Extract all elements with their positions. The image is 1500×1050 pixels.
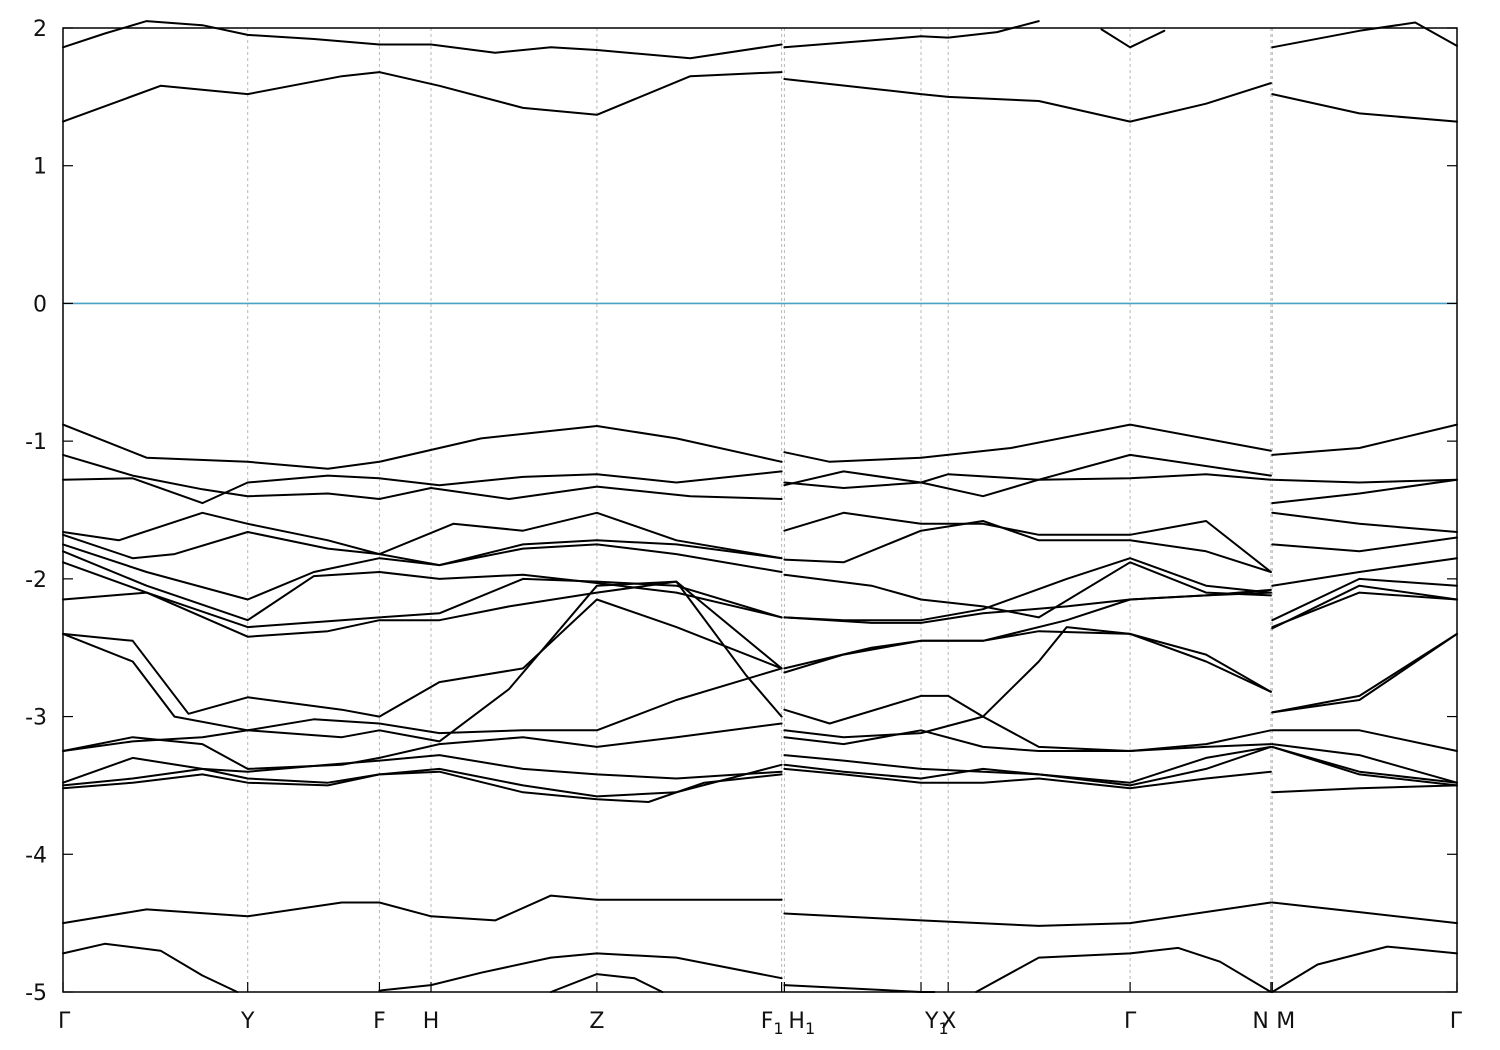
kpoint-subscript: 1 [805, 1019, 815, 1038]
band-segment-36 [1271, 632, 1458, 714]
kpoint-label-11: M [1276, 1009, 1295, 1034]
band-segment-58 [62, 942, 239, 993]
band-segment-21 [1271, 536, 1458, 553]
y-tick-label: 1 [33, 155, 47, 180]
kpoint-subscript: 1 [938, 1019, 948, 1038]
band-segment-20 [783, 520, 1272, 573]
band-segment-50 [783, 745, 1272, 787]
band-segment-0 [62, 71, 783, 123]
band-segment-48 [1271, 745, 1458, 784]
band-segment-11 [783, 453, 1272, 487]
y-tick-label: -4 [25, 843, 47, 868]
band-segment-35 [783, 626, 1272, 725]
kpoint-label-2: F [373, 1009, 386, 1034]
band-segment-53 [783, 767, 1272, 790]
y-tick-label: -5 [25, 981, 47, 1006]
band-segment-59 [378, 952, 783, 992]
band-segment-22 [62, 543, 783, 601]
band-segment-54 [1271, 784, 1458, 794]
band-segment-39 [1271, 632, 1458, 714]
y-tick-label: 2 [33, 17, 47, 42]
band-segment-16 [62, 511, 783, 560]
band-segment-34 [62, 580, 783, 743]
band-segment-51 [1271, 745, 1458, 787]
band-segment-40 [62, 722, 783, 770]
band-segment-14 [783, 473, 1272, 498]
y-tick-label: -2 [25, 568, 47, 593]
plot-frame [62, 27, 1458, 993]
band-segment-1 [783, 78, 1272, 123]
band-segment-2 [1271, 93, 1458, 123]
band-segment-61 [783, 984, 936, 993]
kpoint-label-12: Γ [1450, 1009, 1463, 1034]
band-segment-57 [1271, 901, 1458, 925]
kpoint-label-5: F1 [761, 1009, 784, 1038]
kpoint-label-10: N [1252, 1009, 1268, 1034]
gridlines [247, 28, 1273, 992]
y-axis-ticks: 2 1 0 -1 -2 -3 -4 -5 [25, 17, 1457, 1006]
band-segment-27 [1271, 591, 1458, 629]
band-segment-62 [975, 946, 1272, 993]
band-segment-42 [1271, 729, 1458, 752]
band-segment-10 [62, 453, 783, 500]
band-segment-33 [1271, 584, 1458, 630]
band-segment-63 [1271, 945, 1458, 993]
band-segment-24 [1271, 557, 1458, 587]
kpoint-label-3: H [423, 1009, 440, 1034]
x-axis-kpoints: Γ Y F H Z F1 H1 Y1X Γ N M Γ [58, 982, 1463, 1038]
band-segment-5 [1100, 28, 1166, 49]
kpoint-label-8: X [941, 1009, 956, 1034]
kpoint-label-9: Γ [1124, 1009, 1137, 1034]
band-segment-43 [62, 667, 783, 752]
band-segment-41 [783, 715, 1272, 752]
band-segment-32 [783, 591, 1272, 670]
kpoint-label-4: Z [589, 1009, 604, 1034]
band-lines [62, 20, 1458, 993]
band-segment-13 [62, 470, 783, 505]
band-segment-3 [62, 20, 783, 60]
band-segment-18 [1271, 511, 1458, 533]
band-segment-4 [783, 20, 1040, 49]
kpoint-label-6: H1 [788, 1009, 815, 1038]
band-segment-49 [62, 763, 783, 798]
band-segment-38 [783, 630, 1272, 693]
band-segment-56 [783, 901, 1272, 927]
band-segment-30 [1271, 577, 1458, 622]
kpoint-label-0: Γ [58, 1009, 71, 1034]
band-segment-44 [783, 729, 1272, 752]
band-segment-12 [1271, 478, 1458, 505]
band-segment-7 [62, 423, 783, 470]
kpoint-subscript: 1 [773, 1019, 783, 1038]
band-segment-46 [62, 754, 783, 784]
band-segment-60 [549, 973, 664, 993]
kpoint-label-7: Y1 [924, 1009, 949, 1038]
band-segment-29 [783, 557, 1272, 622]
band-segment-47 [783, 745, 1272, 784]
band-segment-45 [1271, 743, 1458, 784]
y-tick-label: -1 [25, 430, 47, 455]
band-segment-31 [62, 580, 783, 670]
band-segment-19 [62, 531, 783, 567]
kpoint-label-1: Y [240, 1009, 255, 1034]
band-segment-15 [1271, 478, 1458, 484]
band-segment-52 [62, 770, 783, 803]
band-segment-17 [783, 511, 1272, 573]
y-tick-label: 0 [33, 292, 47, 317]
band-segment-8 [783, 423, 1272, 463]
band-segment-6 [1271, 21, 1458, 49]
band-segment-37 [62, 598, 783, 718]
y-tick-label: -3 [25, 706, 47, 731]
band-segment-9 [1271, 423, 1458, 456]
band-segment-55 [62, 894, 783, 925]
